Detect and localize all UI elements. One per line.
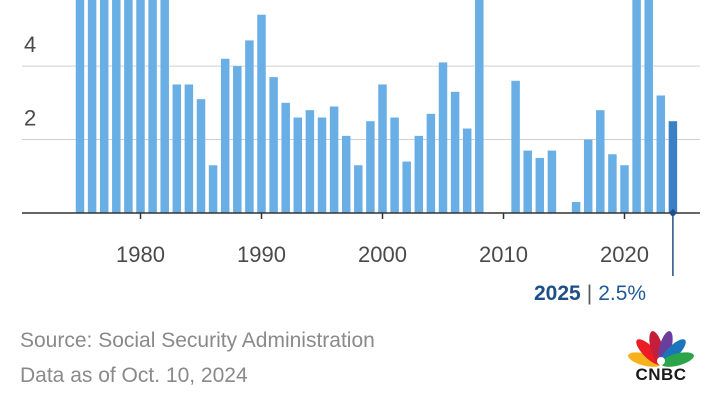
bar-1975 <box>75 0 85 213</box>
bar-1991 <box>269 77 278 213</box>
y-tick-labels: 24 <box>24 32 36 130</box>
bar-2008 <box>475 0 484 213</box>
bar-1999 <box>366 121 375 213</box>
bar-1982 <box>160 0 169 213</box>
bar-2012 <box>523 150 532 213</box>
bar-1985 <box>196 99 206 213</box>
bar-2021 <box>632 0 641 213</box>
bar-1986 <box>208 165 218 213</box>
bar-1992 <box>281 102 290 213</box>
bar-2005 <box>438 62 448 214</box>
bar-1993 <box>293 117 303 213</box>
bar-1997 <box>341 135 351 213</box>
bar-1979 <box>124 0 133 213</box>
y-tick-label-4: 4 <box>24 32 36 57</box>
x-tick-label-1980: 1980 <box>116 242 165 267</box>
bar-2013 <box>535 157 545 213</box>
y-tick-label-2: 2 <box>24 106 36 131</box>
cnbc-logo: CNBC <box>628 328 694 384</box>
bar-1978 <box>112 0 121 213</box>
bar-2004 <box>426 113 436 213</box>
bar-1983 <box>172 84 182 213</box>
x-tick-labels: 1980 1990 2000 2010 2020 <box>116 242 649 267</box>
bar-1995 <box>317 117 327 213</box>
bars <box>75 0 678 214</box>
bar-2007 <box>462 128 472 213</box>
callout-value: 2.5% <box>598 282 647 305</box>
bar-1988 <box>233 66 242 213</box>
callout-pointer-dot <box>669 210 676 216</box>
x-axis <box>22 209 700 276</box>
source-line: Source: Social Security Administration <box>20 329 375 352</box>
bar-1996 <box>329 106 339 213</box>
bar-2014 <box>547 150 557 213</box>
bar-2022 <box>644 0 653 213</box>
x-tick-label-2000: 2000 <box>358 242 407 267</box>
bar-2024 <box>668 121 678 213</box>
data-date-line: Data as of Oct. 10, 2024 <box>20 364 248 387</box>
x-tick-label-2020: 2020 <box>600 242 649 267</box>
bar-2018 <box>596 110 605 213</box>
bar-1977 <box>99 0 109 213</box>
callout-separator: | <box>586 282 593 305</box>
bar-2001 <box>390 117 399 213</box>
bar-1984 <box>184 84 194 213</box>
bar-1981 <box>148 0 157 213</box>
bar-2023 <box>656 95 666 213</box>
bar-1989 <box>245 40 254 214</box>
bar-2020 <box>620 165 629 213</box>
callout-year: 2025 <box>534 282 581 305</box>
bar-1994 <box>305 110 315 213</box>
cnbc-logo-text: CNBC <box>635 365 687 384</box>
bar-2002 <box>402 161 411 213</box>
bar-1987 <box>220 58 230 213</box>
bar-1990 <box>257 14 266 214</box>
nbc-peacock-icon <box>628 331 694 367</box>
bar-2019 <box>608 154 617 213</box>
x-tick-label-2010: 2010 <box>479 242 528 267</box>
callout-2025: 2025 | 2.5% <box>534 282 646 306</box>
bar-1998 <box>354 165 363 213</box>
bar-chart: 24 1980 1990 2000 2010 2020 <box>22 0 700 276</box>
bar-2006 <box>450 91 460 213</box>
x-tick-label-1990: 1990 <box>237 242 286 267</box>
bar-1980 <box>136 0 145 213</box>
bar-2000 <box>378 84 387 213</box>
bar-2017 <box>583 139 593 213</box>
bar-2016 <box>571 201 581 213</box>
bar-2003 <box>414 135 424 213</box>
bar-1976 <box>87 0 97 213</box>
bar-2011 <box>511 80 520 213</box>
